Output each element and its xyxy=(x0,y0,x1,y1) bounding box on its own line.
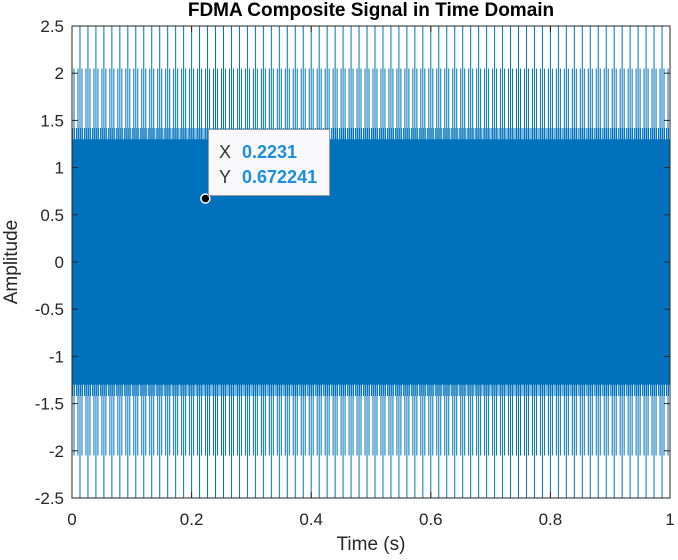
tick-labels: 0 0.2 0.4 0.6 0.8 1 2.5 2 1.5 1 0.5 0 -0.5 -1 -1.5 -2 -2… xyxy=(35,17,675,529)
y-tick-label: 1.5 xyxy=(40,111,64,130)
y-tick-label: -0.5 xyxy=(35,300,64,319)
y-tick-label: -2.5 xyxy=(35,489,64,508)
datatip-point xyxy=(200,193,211,204)
x-tick-label: 0.4 xyxy=(299,510,323,529)
datatip-y-value: 0.672241 xyxy=(242,167,318,187)
y-tick-label: 2 xyxy=(55,64,64,83)
y-tick-label: 0.5 xyxy=(40,206,64,225)
x-tick-label: 1 xyxy=(665,510,674,529)
axes xyxy=(71,25,671,499)
chart-title: FDMA Composite Signal in Time Domain xyxy=(187,0,555,21)
y-axis-label: Amplitude xyxy=(1,219,22,305)
x-tick-label: 0.2 xyxy=(180,510,204,529)
y-tick-label: -2 xyxy=(49,442,64,461)
y-tick-label: 2.5 xyxy=(40,17,64,36)
y-tick-label: 0 xyxy=(55,253,64,272)
datatip[interactable]: X 0.2231 Y 0.672241 xyxy=(208,129,330,196)
signal-series xyxy=(71,26,671,498)
x-tick-label: 0.8 xyxy=(539,510,563,529)
datatip-marker[interactable] xyxy=(200,193,211,204)
datatip-y-label: Y xyxy=(219,167,232,187)
y-tick-label: -1.5 xyxy=(35,395,64,414)
x-tick-label: 0 xyxy=(67,510,76,529)
y-tick-label: 1 xyxy=(55,159,64,178)
datatip-x-label: X xyxy=(219,142,232,162)
x-tick-label: 0.6 xyxy=(419,510,443,529)
x-axis-label: Time (s) xyxy=(336,534,406,555)
y-tick-label: -1 xyxy=(49,347,64,366)
datatip-y-row: Y 0.672241 xyxy=(219,165,329,190)
datatip-x-row: X 0.2231 xyxy=(219,140,329,165)
signal-spikes xyxy=(71,26,671,498)
datatip-x-value: 0.2231 xyxy=(242,142,298,162)
